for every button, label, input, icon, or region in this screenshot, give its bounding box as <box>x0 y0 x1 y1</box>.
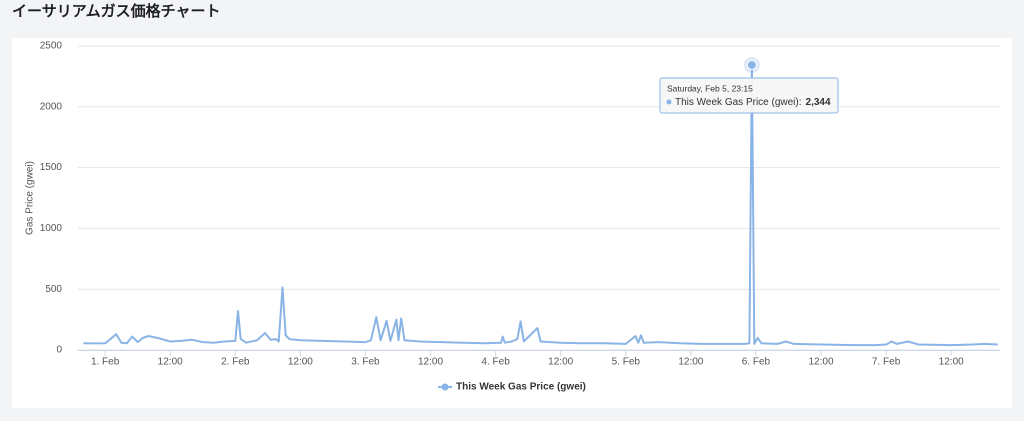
tooltip-value: 2,344 <box>806 97 831 108</box>
y-axis-label: Gas Price (gwei) <box>25 161 36 235</box>
y-tick-label: 0 <box>56 345 62 356</box>
x-tick-label: 4. Feb <box>481 357 510 368</box>
tooltip: Saturday, Feb 5, 23:15 This Week Gas Pric… <box>659 56 839 114</box>
tooltip-box <box>659 77 839 114</box>
x-tick-label: 12:00 <box>158 357 183 368</box>
x-tick-label: 5. Feb <box>612 357 641 368</box>
x-tick-label: 2. Feb <box>221 357 250 368</box>
tooltip-title: Saturday, Feb 5, 23:15 <box>667 83 753 93</box>
y-tick-label: 500 <box>45 284 62 295</box>
x-tick-label: 12:00 <box>939 357 964 368</box>
x-tick-label: 12:00 <box>809 357 834 368</box>
x-tick-label: 3. Feb <box>351 357 380 368</box>
x-tick-label: 12:00 <box>288 357 313 368</box>
legend-marker <box>441 383 449 391</box>
legend-label: This Week Gas Price (gwei) <box>456 382 586 393</box>
x-tick-label: 7. Feb <box>872 357 901 368</box>
x-tick-label: 6. Feb <box>742 357 771 368</box>
card <box>12 38 1012 408</box>
tooltip-text: This Week Gas Price (gwei): 2,344 <box>675 97 831 108</box>
y-tick-label: 2500 <box>40 41 63 52</box>
x-tick-label: 12:00 <box>678 357 703 368</box>
chart-title: イーサリアムガス価格チャート <box>12 2 221 20</box>
hover-point <box>746 59 757 70</box>
x-tick-label: 1. Feb <box>91 357 120 368</box>
tooltip-label: This Week Gas Price (gwei): <box>675 97 802 108</box>
y-tick-label: 1000 <box>40 223 63 234</box>
y-tick-label: 1500 <box>40 162 63 173</box>
x-tick-label: 12:00 <box>418 357 443 368</box>
tooltip-bullet <box>666 99 672 105</box>
x-tick-label: 12:00 <box>548 357 573 368</box>
y-tick-label: 2000 <box>40 101 63 112</box>
legend: This Week Gas Price (gwei) <box>438 382 586 393</box>
series-line <box>83 64 998 347</box>
